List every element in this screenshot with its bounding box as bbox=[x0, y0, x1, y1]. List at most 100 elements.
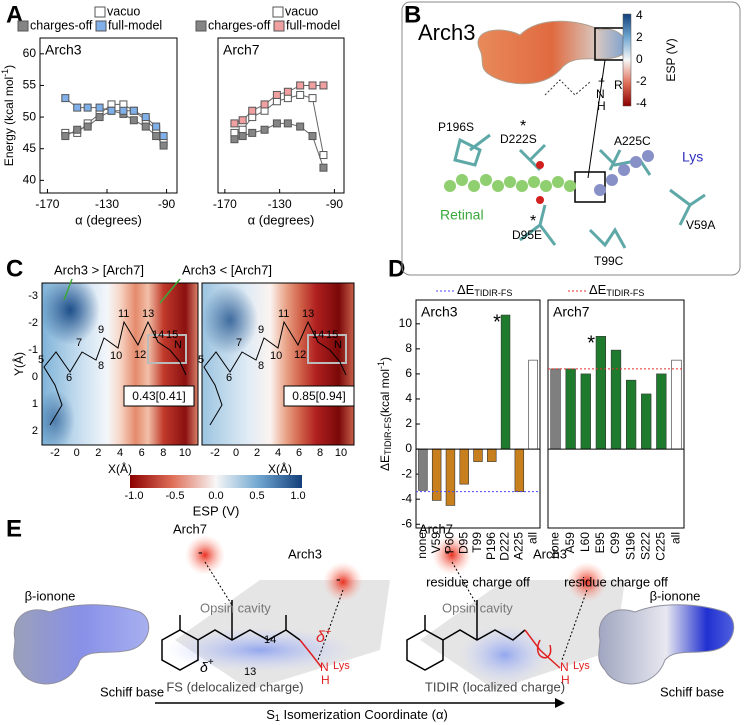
decor bbox=[480, 174, 492, 186]
retinal-label: Retinal bbox=[440, 207, 484, 223]
chart-title: Arch7 bbox=[223, 42, 260, 58]
point bbox=[248, 106, 257, 115]
arrow-head bbox=[555, 698, 565, 708]
legend-swatch bbox=[95, 20, 107, 32]
y-tick-label: 60 bbox=[23, 46, 37, 60]
atom: H bbox=[561, 673, 570, 687]
x-tick-label: 4 bbox=[117, 447, 123, 459]
y-label-part: ΔE bbox=[378, 455, 392, 471]
point bbox=[238, 132, 247, 141]
y-label-part: (kcal mol bbox=[378, 369, 392, 417]
y-label-part: -1 bbox=[0, 69, 10, 77]
colorbar-tick: -4 bbox=[636, 96, 647, 110]
residue-label: V59A bbox=[686, 218, 715, 232]
axis-part: 1 bbox=[275, 713, 280, 723]
chromophore bbox=[161, 600, 526, 671]
surface bbox=[13, 604, 150, 685]
x-tick-label: C99 bbox=[608, 532, 622, 554]
colorbar-tick: 4 bbox=[636, 8, 643, 22]
chart-title: Arch7 bbox=[553, 304, 590, 320]
lys-label: Lys bbox=[682, 149, 703, 165]
connector bbox=[587, 59, 606, 179]
label: Arch7 bbox=[419, 521, 453, 536]
point bbox=[129, 106, 138, 115]
axis-part: S bbox=[266, 707, 275, 722]
y-tick-label: -2 bbox=[401, 466, 412, 480]
point bbox=[296, 90, 305, 99]
decor bbox=[504, 176, 516, 188]
x-tick-label: -130 bbox=[268, 197, 292, 211]
colorbar-tick: 0 bbox=[636, 52, 643, 66]
atom-label: N bbox=[174, 339, 182, 351]
y-tick-label: 2 bbox=[405, 416, 412, 430]
legend-label: vacuo bbox=[285, 4, 318, 18]
plus: + bbox=[208, 657, 214, 668]
decor bbox=[519, 204, 557, 246]
charge: - bbox=[198, 544, 203, 560]
x-tick-label: E95 bbox=[593, 532, 607, 554]
lys: Lys bbox=[333, 660, 350, 672]
interaction bbox=[317, 589, 344, 661]
ligand bbox=[544, 79, 591, 96]
frame bbox=[41, 282, 199, 446]
star: * bbox=[530, 213, 536, 230]
point bbox=[272, 119, 281, 128]
atom-path bbox=[43, 320, 187, 426]
ref-label: ΔE bbox=[589, 282, 607, 297]
bar bbox=[500, 314, 511, 450]
y-tick-label: 10 bbox=[399, 316, 413, 330]
x-tick-label: 2 bbox=[254, 447, 260, 459]
reference-label: ΔETIDIR-FS bbox=[589, 282, 644, 298]
x-tick-label: 0 bbox=[233, 447, 239, 459]
atom-label: 6 bbox=[66, 372, 72, 384]
atom-label: N bbox=[334, 339, 342, 351]
panel-label: C bbox=[6, 255, 23, 282]
x-tick-label: 6 bbox=[296, 447, 302, 459]
region-box bbox=[307, 334, 347, 364]
legend-swatch bbox=[17, 20, 29, 32]
atom-label: 7 bbox=[76, 337, 82, 349]
point bbox=[319, 163, 328, 172]
atom-label: 10 bbox=[110, 350, 122, 362]
charge: - bbox=[580, 571, 585, 587]
atom-label: 5 bbox=[38, 354, 44, 366]
colorbar-tick: 0.5 bbox=[249, 490, 264, 502]
panel-title: Arch3 bbox=[418, 20, 475, 45]
y-tick-label: 0 bbox=[32, 371, 38, 383]
atom-label: 8 bbox=[258, 360, 264, 372]
x-tick-label: all bbox=[525, 532, 539, 544]
delta: δ bbox=[200, 659, 208, 675]
counter-ion bbox=[432, 535, 472, 575]
decor bbox=[588, 227, 627, 249]
x-tick-label: S196 bbox=[623, 532, 637, 560]
annotation: * bbox=[493, 311, 501, 333]
point bbox=[230, 135, 239, 144]
esp-surface bbox=[477, 20, 627, 85]
y-axis-label: ΔETIDIR-FS(kcal mol-1) bbox=[376, 357, 393, 471]
decor bbox=[456, 174, 468, 186]
x-tick-label: 0 bbox=[74, 447, 80, 459]
esp-map bbox=[202, 283, 354, 445]
interaction bbox=[204, 561, 233, 606]
counter-ion bbox=[185, 535, 225, 575]
x-tick-label: -130 bbox=[95, 197, 119, 211]
panel-label: B bbox=[404, 1, 421, 28]
point bbox=[83, 122, 92, 131]
y-tick-label: -4 bbox=[401, 491, 412, 505]
point bbox=[95, 103, 104, 112]
charge: - bbox=[445, 544, 450, 560]
ref-label: ΔE bbox=[457, 282, 475, 297]
point bbox=[319, 151, 328, 160]
x-tick-label: 4 bbox=[275, 447, 281, 459]
counter-ion bbox=[567, 562, 607, 602]
surface bbox=[598, 604, 735, 685]
y-label-part: ) bbox=[2, 65, 16, 69]
interaction bbox=[451, 561, 478, 606]
decor bbox=[42, 390, 75, 445]
rotation-arrow bbox=[537, 639, 552, 659]
decor bbox=[468, 180, 480, 192]
legend-label: charges-off bbox=[30, 18, 93, 32]
x-tick-label: -2 bbox=[210, 447, 220, 459]
point bbox=[248, 128, 257, 137]
box-value: 0.43[0.41] bbox=[132, 389, 185, 403]
